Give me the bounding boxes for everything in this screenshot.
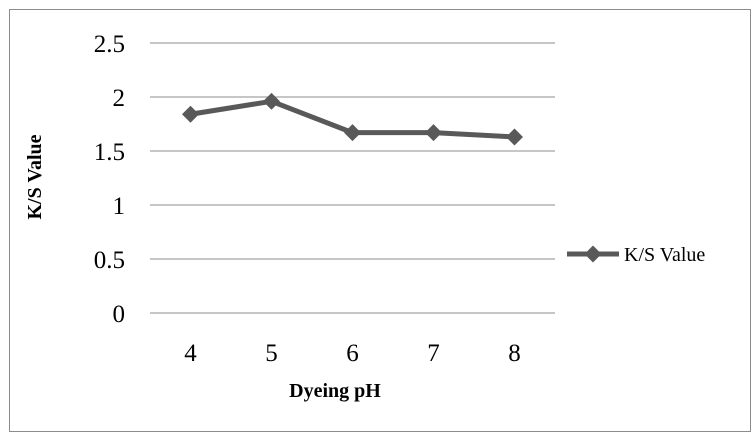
legend-label: K/S Value [624, 244, 705, 266]
y-tick-label: 0 [113, 301, 126, 328]
legend-marker [584, 245, 602, 263]
data-point [425, 124, 442, 142]
data-point [182, 105, 199, 123]
x-tick-label: 8 [508, 340, 521, 367]
chart-frame [9, 9, 751, 432]
y-axis-title: K/S Value [24, 134, 46, 219]
x-tick-label: 7 [427, 340, 440, 367]
legend: K/S Value [567, 244, 705, 266]
gridlines [150, 42, 555, 314]
tick-labels: 0 0.5 1 1.5 2 2.5 4 5 6 7 8 [94, 31, 521, 367]
data-point [263, 92, 280, 110]
series-group [182, 92, 523, 146]
data-point [506, 128, 523, 146]
y-tick-label: 0.5 [94, 247, 125, 274]
x-tick-label: 5 [265, 340, 278, 367]
y-tick-label: 2 [113, 85, 126, 112]
y-tick-label: 2.5 [94, 31, 125, 58]
data-point [344, 124, 361, 142]
y-tick-label: 1 [113, 193, 126, 220]
x-tick-label: 4 [184, 340, 197, 367]
x-axis-title: Dyeing pH [289, 380, 381, 402]
x-tick-label: 6 [346, 340, 359, 367]
y-tick-label: 1.5 [94, 139, 125, 166]
